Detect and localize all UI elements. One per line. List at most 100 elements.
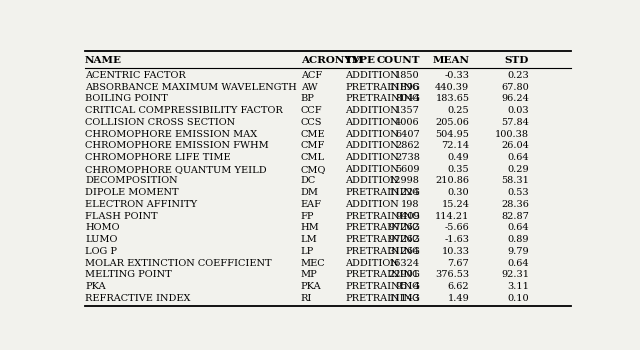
Text: MEAN: MEAN xyxy=(433,56,469,65)
Text: LP: LP xyxy=(301,247,314,256)
Text: 96.24: 96.24 xyxy=(501,94,529,103)
Text: MP: MP xyxy=(301,270,317,279)
Text: 92.31: 92.31 xyxy=(501,270,529,279)
Text: CML: CML xyxy=(301,153,325,162)
Text: 198: 198 xyxy=(401,200,420,209)
Text: 10.33: 10.33 xyxy=(442,247,469,256)
Text: BP: BP xyxy=(301,94,315,103)
Text: PRETRAINING: PRETRAINING xyxy=(346,282,420,291)
Text: ADDITION: ADDITION xyxy=(346,176,399,186)
Text: 0.89: 0.89 xyxy=(508,235,529,244)
Text: FP: FP xyxy=(301,212,314,221)
Text: 0.64: 0.64 xyxy=(508,153,529,162)
Text: MEC: MEC xyxy=(301,259,325,268)
Text: COUNT: COUNT xyxy=(376,56,420,65)
Text: CRITICAL COMPRESSIBILITY FACTOR: CRITICAL COMPRESSIBILITY FACTOR xyxy=(85,106,283,115)
Text: 22901: 22901 xyxy=(388,270,420,279)
Text: 8044: 8044 xyxy=(395,94,420,103)
Text: ACF: ACF xyxy=(301,71,322,80)
Text: 9.79: 9.79 xyxy=(508,247,529,256)
Text: 0.29: 0.29 xyxy=(508,165,529,174)
Text: CME: CME xyxy=(301,130,325,139)
Text: CMF: CMF xyxy=(301,141,325,150)
Text: PRETRAINING: PRETRAINING xyxy=(346,270,420,279)
Text: 72.14: 72.14 xyxy=(441,141,469,150)
Text: 0.64: 0.64 xyxy=(508,259,529,268)
Text: PRETRAINING: PRETRAINING xyxy=(346,235,420,244)
Text: -1.63: -1.63 xyxy=(444,235,469,244)
Text: 6.62: 6.62 xyxy=(448,282,469,291)
Text: PRETRAINING: PRETRAINING xyxy=(346,94,420,103)
Text: HM: HM xyxy=(301,223,319,232)
Text: ADDITION: ADDITION xyxy=(346,200,399,209)
Text: 11896: 11896 xyxy=(389,83,420,92)
Text: 97262: 97262 xyxy=(388,235,420,244)
Text: CCF: CCF xyxy=(301,106,323,115)
Text: 0.49: 0.49 xyxy=(448,153,469,162)
Text: 0.30: 0.30 xyxy=(448,188,469,197)
Text: 97262: 97262 xyxy=(388,223,420,232)
Text: PRETRAINING: PRETRAINING xyxy=(346,223,420,232)
Text: 1850: 1850 xyxy=(395,71,420,80)
Text: CHROMOPHORE QUANTUM YEILD: CHROMOPHORE QUANTUM YEILD xyxy=(85,165,267,174)
Text: 504.95: 504.95 xyxy=(435,130,469,139)
Text: DM: DM xyxy=(301,188,319,197)
Text: PRETRAINING: PRETRAINING xyxy=(346,247,420,256)
Text: BOILING POINT: BOILING POINT xyxy=(85,94,168,103)
Text: 12998: 12998 xyxy=(389,176,420,186)
Text: PRETRAINING: PRETRAINING xyxy=(346,83,420,92)
Text: COLLISION CROSS SECTION: COLLISION CROSS SECTION xyxy=(85,118,235,127)
Text: ADDITION: ADDITION xyxy=(346,130,399,139)
Text: 67.80: 67.80 xyxy=(501,83,529,92)
Text: CHROMOPHORE EMISSION FWHM: CHROMOPHORE EMISSION FWHM xyxy=(85,141,269,150)
Text: AW: AW xyxy=(301,83,317,92)
Text: ADDITION: ADDITION xyxy=(346,141,399,150)
Text: ADDITION: ADDITION xyxy=(346,106,399,115)
Text: MOLAR EXTINCTION COEFFICIENT: MOLAR EXTINCTION COEFFICIENT xyxy=(85,259,271,268)
Text: ADDITION: ADDITION xyxy=(346,153,399,162)
Text: 9409: 9409 xyxy=(395,212,420,221)
Text: ELECTRON AFFINITY: ELECTRON AFFINITY xyxy=(85,200,197,209)
Text: 1.49: 1.49 xyxy=(447,294,469,303)
Text: 0.64: 0.64 xyxy=(508,223,529,232)
Text: -5.66: -5.66 xyxy=(445,223,469,232)
Text: LOG P: LOG P xyxy=(85,247,117,256)
Text: 26.04: 26.04 xyxy=(501,141,529,150)
Text: CCS: CCS xyxy=(301,118,322,127)
Text: 15.24: 15.24 xyxy=(442,200,469,209)
Text: PRETRAINING: PRETRAINING xyxy=(346,188,420,197)
Text: 11224: 11224 xyxy=(388,188,420,197)
Text: EAF: EAF xyxy=(301,200,322,209)
Text: 1357: 1357 xyxy=(395,106,420,115)
Text: 0.35: 0.35 xyxy=(448,165,469,174)
Text: 2862: 2862 xyxy=(395,141,420,150)
Text: ADDITION: ADDITION xyxy=(346,165,399,174)
Text: 114.21: 114.21 xyxy=(435,212,469,221)
Text: 210.86: 210.86 xyxy=(435,176,469,186)
Text: 0.03: 0.03 xyxy=(508,106,529,115)
Text: 0.10: 0.10 xyxy=(508,294,529,303)
Text: ADDITION: ADDITION xyxy=(346,118,399,127)
Text: 58.31: 58.31 xyxy=(501,176,529,186)
Text: PKA: PKA xyxy=(301,282,321,291)
Text: 2738: 2738 xyxy=(395,153,420,162)
Text: DECOMPOSITION: DECOMPOSITION xyxy=(85,176,177,186)
Text: HOMO: HOMO xyxy=(85,223,120,232)
Text: 0.25: 0.25 xyxy=(448,106,469,115)
Text: 4006: 4006 xyxy=(395,118,420,127)
Text: 9514: 9514 xyxy=(395,282,420,291)
Text: 31264: 31264 xyxy=(388,247,420,256)
Text: ACENTRIC FACTOR: ACENTRIC FACTOR xyxy=(85,71,186,80)
Text: 205.06: 205.06 xyxy=(435,118,469,127)
Text: 11143: 11143 xyxy=(388,294,420,303)
Text: 0.23: 0.23 xyxy=(507,71,529,80)
Text: CMQ: CMQ xyxy=(301,165,326,174)
Text: LM: LM xyxy=(301,235,317,244)
Text: CHROMOPHORE LIFE TIME: CHROMOPHORE LIFE TIME xyxy=(85,153,230,162)
Text: STD: STD xyxy=(504,56,529,65)
Text: ACRONYM: ACRONYM xyxy=(301,56,363,65)
Text: MELTING POINT: MELTING POINT xyxy=(85,270,172,279)
Text: ADDITION: ADDITION xyxy=(346,71,399,80)
Text: PRETRAINING: PRETRAINING xyxy=(346,294,420,303)
Text: NAME: NAME xyxy=(85,56,122,65)
